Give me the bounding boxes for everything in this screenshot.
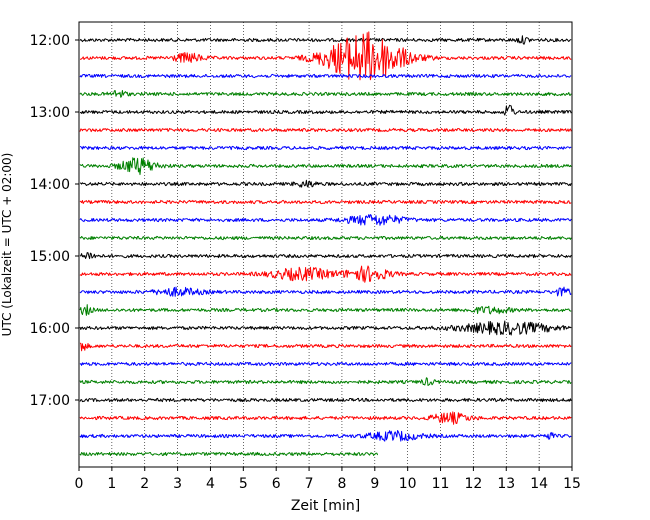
trace-line (79, 35, 572, 45)
y-tick-label: 15:00 (30, 249, 70, 265)
trace-line (79, 286, 572, 297)
x-tick-label: 3 (173, 476, 182, 492)
trace-line (79, 127, 572, 133)
trace-line (79, 104, 572, 116)
x-tick-label: 12 (464, 476, 482, 492)
y-tick-layer: 12:00 13:00 14:00 15:00 16:00 17:00 (30, 33, 79, 409)
y-tick-label: 12:00 (30, 33, 70, 49)
grid-layer (111, 22, 540, 467)
x-tick-label: 7 (305, 476, 314, 492)
trace-line (79, 90, 572, 98)
x-tick-label: 8 (337, 476, 346, 492)
trace-line (79, 320, 572, 336)
trace-line (79, 411, 572, 425)
x-tick-label: 13 (497, 476, 515, 492)
trace-line (79, 145, 572, 151)
trace-line (79, 199, 572, 205)
trace-line (79, 214, 572, 226)
y-tick-label: 14:00 (30, 177, 70, 193)
trace-line (79, 342, 572, 352)
x-tick-label: 6 (272, 476, 281, 492)
x-axis-label: Zeit [min] (291, 498, 360, 514)
trace-line (79, 157, 572, 176)
trace-line (79, 451, 379, 457)
x-tick-label: 11 (432, 476, 450, 492)
x-tick-label: 4 (206, 476, 215, 492)
trace-line (79, 179, 572, 188)
x-tick-label: 10 (399, 476, 417, 492)
plot-frame (78, 21, 573, 468)
trace-line (80, 31, 572, 81)
y-tick-label: 16:00 (30, 321, 70, 337)
trace-line (79, 235, 572, 241)
x-tick-layer: 0 1 2 3 4 5 6 7 8 9 10 11 12 13 14 15 (75, 467, 581, 492)
trace-line (79, 430, 572, 442)
x-tick-label: 0 (75, 476, 84, 492)
x-tick-label: 15 (563, 476, 581, 492)
y-axis-label: UTC (Lokalzeit = UTC + 02:00) (0, 153, 14, 337)
x-tick-label: 14 (530, 476, 548, 492)
x-tick-label: 2 (140, 476, 149, 492)
trace-line (79, 265, 572, 283)
trace-line (79, 397, 572, 403)
x-tick-label: 5 (239, 476, 248, 492)
trace-line (79, 304, 572, 316)
y-tick-label: 13:00 (30, 105, 70, 121)
trace-line (79, 361, 572, 367)
trace-line (79, 73, 572, 79)
trace-layer (79, 31, 572, 457)
trace-line (79, 377, 572, 386)
y-tick-label: 17:00 (30, 393, 70, 409)
x-tick-label: 1 (107, 476, 116, 492)
trace-line (79, 252, 572, 260)
x-tick-label: 9 (370, 476, 379, 492)
